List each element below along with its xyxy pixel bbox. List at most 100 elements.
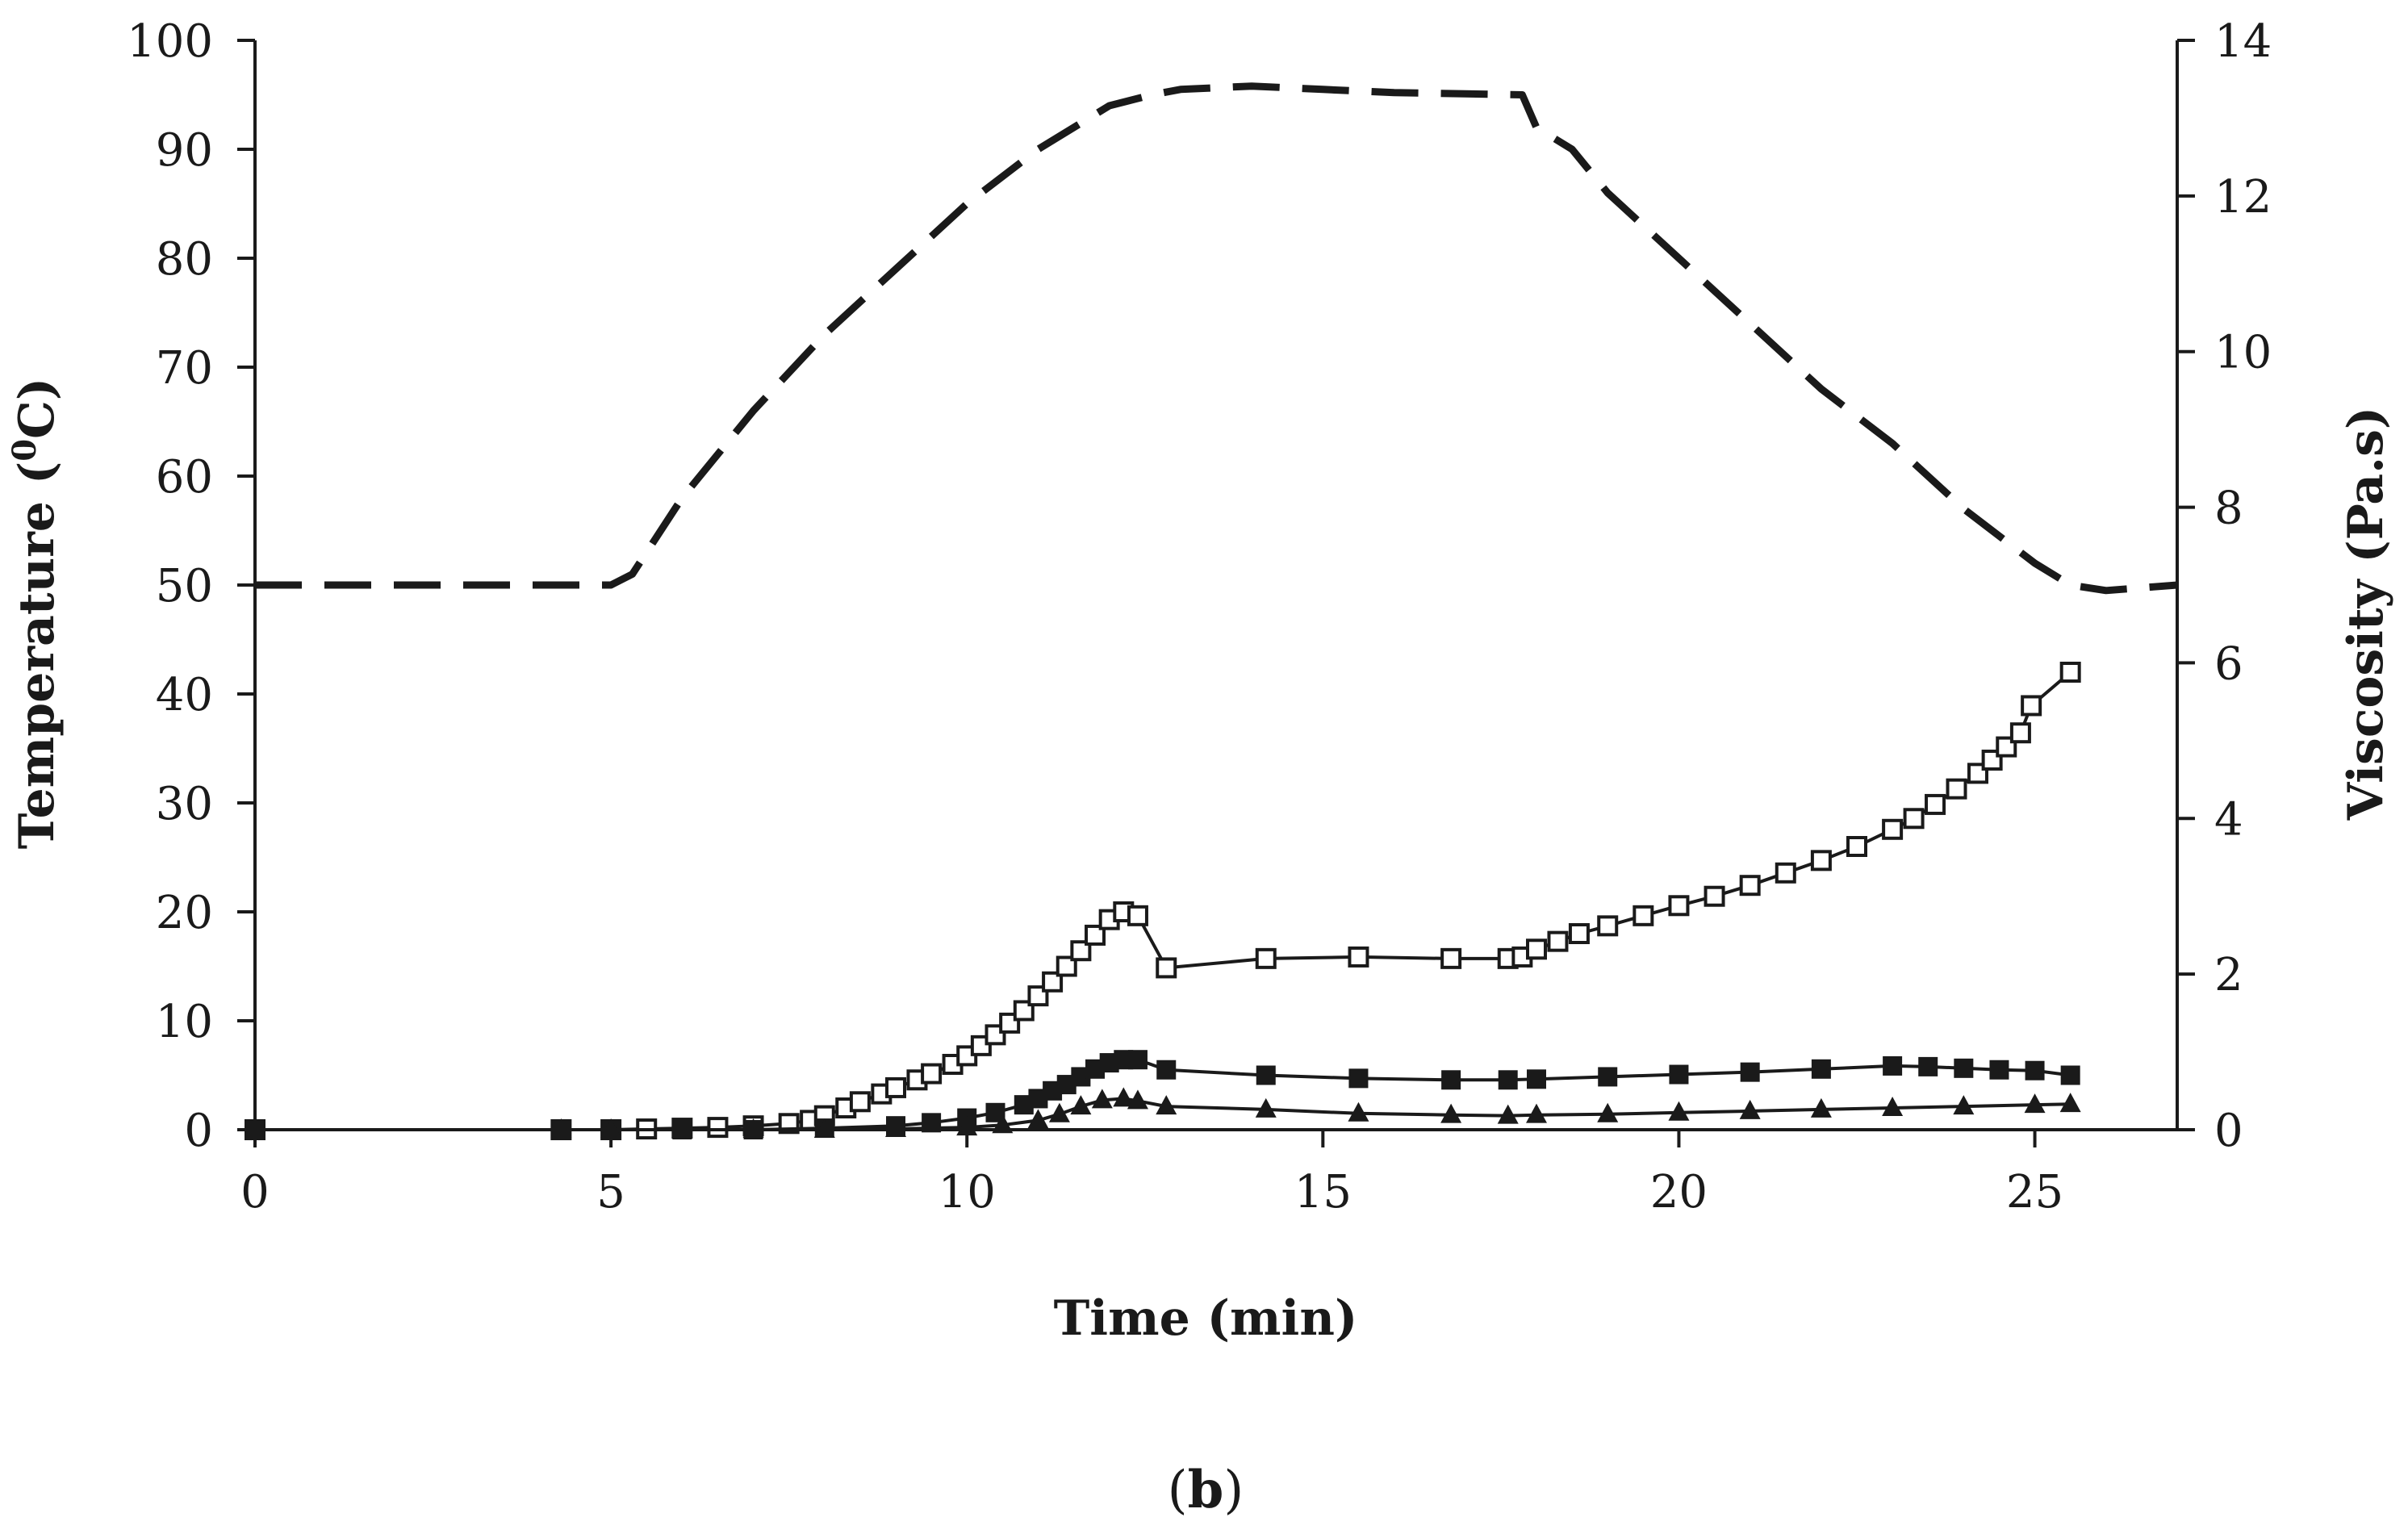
right-tick-label: 4 [2214,793,2243,846]
open-square-marker [1042,971,1064,993]
open-square-marker [1526,938,1547,960]
filled-triangle-marker [2059,1093,2081,1113]
open-square-marker [1846,836,1867,857]
left-tick-label: 50 [156,560,213,612]
filled-square-marker [1918,1056,1938,1076]
right-tick-label: 8 [2214,483,2243,535]
filled-triangle-marker [885,1118,906,1138]
filled-triangle-marker [1440,1103,1462,1123]
open-square-marker [1739,875,1761,897]
right-tick-label: 12 [2214,171,2272,224]
right-tick-label: 2 [2214,949,2243,1001]
left-tick-label: 70 [156,342,213,395]
left-tick-label: 30 [156,778,213,830]
left-tick-label: 100 [127,15,213,68]
open-square-marker [1925,793,1946,815]
filled-triangle-marker [1882,1097,1904,1116]
filled-square-marker [1740,1062,1760,1082]
filled-triangle-marker [1526,1103,1547,1123]
open-square-marker [1668,895,1690,917]
left-axis-title: Temperature (0C) [6,378,65,849]
open-square-marker [1775,862,1796,884]
right-tick-label: 0 [2214,1105,2243,1157]
x-tick-label: 25 [2006,1166,2063,1218]
x-tick-label: 10 [939,1166,996,1218]
filled-square-marker [1883,1055,1903,1076]
filled-square-marker [1989,1060,2009,1080]
left-tick-label: 40 [156,669,213,721]
left-tick-label: 90 [156,124,213,177]
panel-label-letter: b [1188,1460,1224,1520]
plot-lines [245,82,2178,1140]
filled-triangle-marker [1048,1102,1070,1122]
open-square-marker [1156,957,1177,979]
open-square-marker [1568,923,1590,944]
open-square-marker [1547,930,1569,952]
open-square-marker [1704,885,1725,907]
left-tick-label: 80 [156,233,213,286]
filled-square-marker [2060,1065,2080,1085]
filled-square-marker [1256,1065,1276,1085]
filled-triangle-marker [1497,1104,1519,1124]
open-square-marker [2059,662,2081,683]
filled-triangle-marker [1668,1101,1690,1121]
filled-triangle-marker [1348,1101,1369,1122]
open-square-marker [2021,695,2042,717]
left-axis-title-main: Temperature ( [9,462,65,849]
filled-triangle-marker [1255,1097,1277,1118]
x-tick-label: 20 [1650,1166,1708,1218]
left-axis-title-superscript: 0 [6,439,44,462]
panel-label-open: ( [1168,1461,1188,1520]
open-square-marker [849,1091,871,1113]
filled-square-marker [2025,1060,2045,1080]
filled-triangle-marker [1127,1089,1148,1110]
left-tick-label: 60 [156,451,213,504]
filled-triangle-marker [1597,1102,1619,1122]
open-square-marker [1127,905,1148,926]
filled-triangle-marker [2024,1093,2046,1114]
right-tick-label: 6 [2214,637,2243,690]
open-square-marker [1882,818,1904,840]
left-tick-label: 0 [184,1105,213,1157]
x-tick-label: 5 [596,1166,625,1218]
x-tick-label: 15 [1294,1166,1352,1218]
filled-square-marker [1348,1068,1369,1089]
x-tick-label: 0 [240,1166,270,1218]
open-square-marker [1946,778,1967,800]
open-square-marker [1440,947,1462,969]
open-square-marker [1255,947,1277,969]
filled-square-marker [1441,1070,1461,1090]
panel-label-close: ) [1223,1461,1244,1520]
filled-square-marker [1954,1058,1974,1078]
series-line-temperature [255,82,2178,595]
filled-square-marker [1669,1064,1689,1085]
open-square-marker [1070,940,1092,962]
filled-triangle-marker [1113,1087,1135,1107]
open-square-marker [921,1063,943,1085]
filled-triangle-marker [1810,1097,1832,1118]
filled-square-marker [1527,1069,1546,1089]
right-tick-label: 14 [2214,15,2272,68]
open-square-marker [1903,808,1925,830]
open-square-marker [707,1117,729,1139]
open-square-marker [1348,946,1369,968]
x-axis-title: Time (min) [1054,1290,1358,1347]
filled-triangle-marker [1156,1095,1177,1115]
open-square-marker [1633,905,1654,926]
filled-triangle-marker [1739,1099,1761,1119]
left-tick-label: 10 [156,996,213,1048]
open-square-marker [1056,955,1077,977]
filled-triangle-marker [1070,1095,1092,1115]
open-square-marker [2009,722,2031,744]
open-square-marker [1810,850,1832,871]
open-square-marker [885,1076,906,1098]
filled-triangle-marker [1027,1109,1049,1129]
filled-triangle-marker [1091,1089,1113,1109]
filled-square-marker [1598,1067,1618,1087]
open-square-marker [1085,924,1106,946]
panel-label: (b) [1168,1460,1244,1520]
ticks: 0 5 10 15 20 25 0 10 20 30 40 50 60 70 80 90 100 0 2 4 6 8 10 1… [127,15,2272,1218]
filled-square-marker [1811,1059,1831,1079]
right-axis-title: Viscosity (Pa.s) [2338,407,2394,821]
